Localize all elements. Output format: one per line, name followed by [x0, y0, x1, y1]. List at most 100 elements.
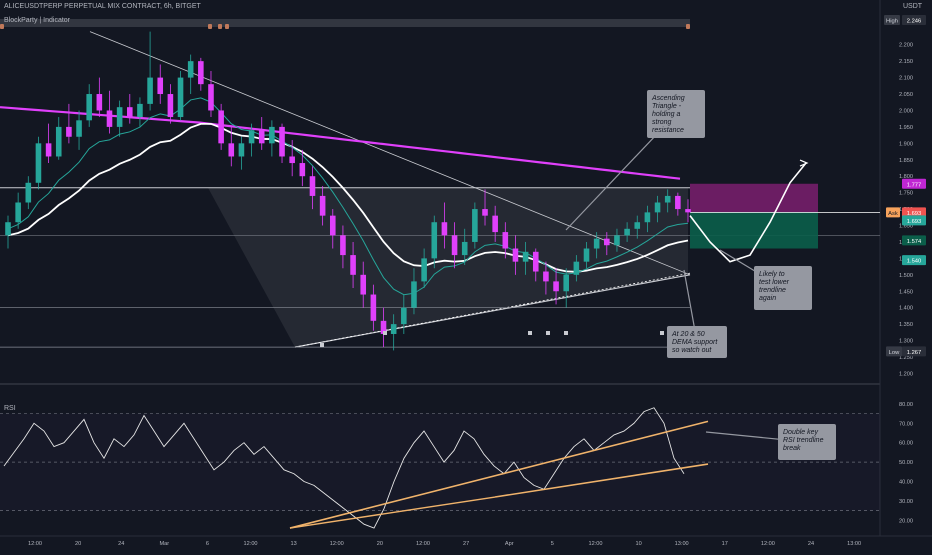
price-tick-label: 2.100: [899, 76, 913, 82]
candle-body: [218, 110, 224, 144]
annotation-retest-text: test lower: [759, 279, 790, 286]
price-scale-bg: [880, 0, 932, 550]
annotation-dema-box: [667, 326, 727, 358]
time-tick-label: 24: [118, 541, 124, 547]
candle-body: [66, 126, 72, 137]
candle-body: [25, 182, 32, 203]
rsi-tick-label: 50.00: [899, 460, 913, 466]
zone-top-value-bg: [902, 178, 926, 189]
candle-body: [441, 222, 448, 236]
candle-body: [451, 235, 458, 256]
time-tick-label: 20: [75, 541, 81, 547]
candle-body: [350, 255, 356, 275]
projection-arrowhead: [799, 159, 809, 167]
candle-body: [664, 195, 671, 203]
candle-body: [431, 222, 438, 259]
low-label-bg: [886, 346, 902, 357]
time-tick-label: 24: [808, 541, 814, 547]
candle-body: [269, 126, 275, 144]
rsi-tick-label: 20.00: [899, 518, 913, 524]
candle-body: [309, 176, 316, 196]
candle-body: [299, 163, 306, 177]
symbol-title: ALICEUSDTPERP PERPETUAL MIX CONTRACT, 6h…: [4, 3, 201, 10]
candle-body: [157, 77, 164, 95]
candle-body: [360, 274, 367, 295]
price-tick-label: 2.000: [899, 108, 913, 114]
projection-path: [689, 162, 807, 263]
annotation-triangle-box: [647, 90, 705, 138]
rsi-trendline-base: [289, 496, 496, 529]
candle-body: [421, 258, 427, 282]
candle-body: [76, 120, 82, 137]
price-tick-label: 1.250: [899, 355, 913, 361]
time-tick-label: 12:00: [244, 541, 258, 547]
blockparty-marker: [0, 24, 4, 29]
candle-body: [675, 195, 681, 210]
rsi-tick-label: 30.00: [899, 499, 913, 505]
candle-body: [654, 202, 661, 213]
price-tick-label: 1.900: [899, 141, 913, 147]
candle-body: [492, 215, 498, 233]
price-tick-label: 1.800: [899, 174, 913, 180]
price-tick-label: 1.400: [899, 306, 913, 312]
candle-body: [35, 143, 42, 183]
price-tick-label: 1.300: [899, 339, 913, 345]
annotation-rsi-text: break: [783, 445, 801, 452]
blockparty-marker: [208, 24, 212, 29]
candle-body: [96, 94, 103, 111]
time-tick-label: 12:00: [28, 541, 42, 547]
candle-body: [583, 248, 590, 262]
candle-body: [319, 195, 326, 216]
currency-label: USDT: [903, 3, 923, 10]
candle-body: [238, 143, 245, 157]
time-tick-label: Mar: [160, 541, 170, 547]
buy-zone: [690, 212, 818, 249]
blockparty-bar: [0, 19, 690, 27]
candle-body: [370, 294, 377, 321]
candle-body: [258, 130, 265, 144]
price-tick-label: 1.850: [899, 158, 913, 164]
annotation-retest-text: trendline: [759, 287, 786, 294]
candle-body: [401, 307, 407, 325]
candle-body: [685, 209, 691, 213]
candle-body: [329, 215, 336, 236]
dema2-value-bg: [902, 255, 926, 266]
ascending-trendline: [294, 274, 691, 348]
high-value-bg: [902, 15, 926, 25]
zone-top-value: 1.777: [907, 182, 922, 188]
time-tick-label: 6: [206, 541, 209, 547]
time-tick-label: 10: [635, 541, 641, 547]
blockparty-marker: [225, 24, 229, 29]
candle-body: [45, 143, 52, 157]
bid-value-bg: [902, 215, 926, 226]
dotted-trendline: [294, 272, 691, 348]
candle-body: [502, 232, 509, 249]
ask-label-bg: [886, 207, 900, 218]
candle-body: [512, 248, 519, 262]
time-tick-label: 27: [463, 541, 469, 547]
candle-body: [482, 209, 488, 216]
candle-body: [289, 156, 295, 164]
candle-body: [604, 238, 610, 246]
rsi-tick-label: 80.00: [899, 402, 913, 408]
annotation-retest-text: again: [759, 295, 776, 302]
candle-body: [380, 320, 387, 334]
time-tick-label: 12:00: [761, 541, 775, 547]
annotation-dema-text: so watch out: [672, 347, 712, 354]
price-tick-label: 1.200: [899, 371, 913, 377]
candle-body: [86, 94, 92, 121]
price-tick-label: 2.150: [899, 59, 913, 65]
indicator-name[interactable]: BlockParty | Indicator: [4, 17, 71, 24]
time-scale-bg: [0, 536, 932, 550]
rsi-tick-label: 40.00: [899, 479, 913, 485]
time-tick-label: 12:00: [416, 541, 430, 547]
time-tick-label: 20: [377, 541, 383, 547]
high-value: 2.246: [907, 19, 922, 25]
rsi-tick-label: 60.00: [899, 441, 913, 447]
price-tick-label: 1.650: [899, 224, 913, 230]
candle-body: [248, 130, 255, 144]
time-tick-label: 13:00: [847, 541, 861, 547]
rsi-trendline-upper: [289, 420, 709, 529]
